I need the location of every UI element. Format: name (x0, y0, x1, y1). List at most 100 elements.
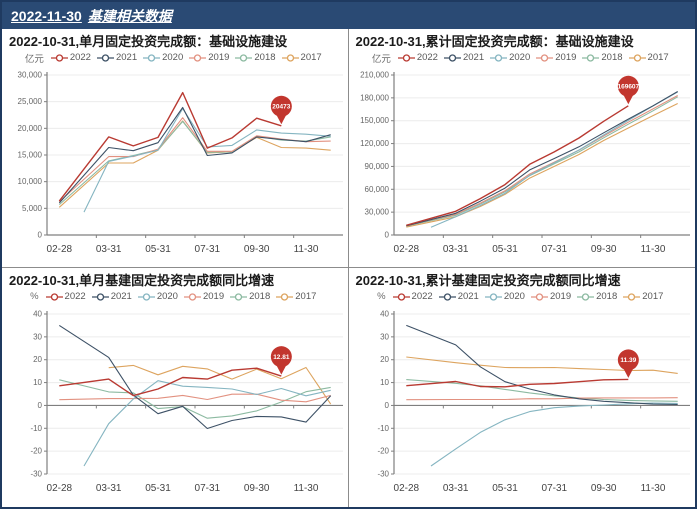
callout-pin-bubble (270, 95, 292, 117)
x-tick-label: 02-28 (393, 244, 419, 255)
y-tick-label: 180,000 (360, 93, 389, 102)
legend-item-label: 2021 (457, 291, 479, 302)
y-tick-label: 60,000 (364, 185, 389, 194)
legend-item-2022: 2022 (397, 52, 438, 63)
report-header: 2022-11-30 基建相关数据 (2, 2, 695, 29)
legend-item-label: 2019 (202, 291, 225, 302)
y-tick-label: 0 (38, 401, 43, 410)
series-line-2017 (405, 103, 678, 228)
chart-panel-monthly-yoy-growth: 2022-10-31,单月基建固定投资完成额同比增速 % 2022 2021 2020… (2, 268, 349, 507)
legend-item-label: 2022 (416, 52, 438, 63)
legend-item-2018: 2018 (577, 291, 617, 302)
legend-item-label: 2022 (411, 291, 433, 302)
legend-item-label: 2018 (249, 291, 271, 302)
legend-marker-icon (490, 53, 508, 62)
callout-pin-bubble (617, 75, 639, 97)
legend-marker-icon (443, 53, 461, 62)
y-tick-label: 0 (38, 231, 43, 240)
chart-panel-monthly-investment: 2022-10-31,单月固定投资完成额：基础设施建设 亿元 2022 2021 20… (2, 29, 349, 268)
series-line-2022 (59, 367, 282, 397)
chart-legend: % 2022 2021 2020 2019 2018 2017 (356, 289, 686, 304)
callout-pin: 11.39 (617, 349, 639, 378)
series-line-2022 (405, 378, 628, 388)
legend-item-2019: 2019 (183, 291, 225, 302)
legend-item-label: 2022 (64, 291, 86, 302)
series-line-2019 (59, 393, 331, 403)
y-tick-label: -20 (377, 447, 389, 456)
x-tick-label: 05-31 (145, 244, 171, 255)
legend-item-label: 2018 (601, 52, 623, 63)
chart-canvas-cumulative-yoy-growth: -30 -20 -10 0 10 20 30 40 02-28 03-31 05-31 07-31 09… (377, 310, 690, 494)
legend-item-label: 2018 (596, 291, 618, 302)
y-tick-label: 30 (380, 332, 389, 341)
legend-item-2020: 2020 (137, 291, 178, 302)
series-line-2020 (430, 402, 678, 467)
legend-marker-icon (45, 292, 63, 301)
legend-item-label: 2018 (254, 52, 276, 63)
chart-canvas-cumulative-investment: 0 30,000 60,000 90,000 120,000 150,000 180,000… (360, 71, 690, 255)
legend-item-2022: 2022 (50, 52, 91, 63)
charts-grid: 2022-10-31,单月固定投资完成额：基础设施建设 亿元 2022 2021 20… (2, 29, 695, 507)
series-line-2019 (405, 397, 678, 401)
legend-marker-icon (189, 53, 207, 62)
legend-item-label: 2020 (509, 52, 531, 63)
callout-pin-bubble (617, 349, 639, 371)
y-tick-label: 150,000 (360, 116, 389, 125)
x-tick-label: 11-30 (640, 483, 665, 494)
legend-marker-icon (276, 292, 294, 301)
series-line-2018 (405, 96, 678, 227)
x-tick-label: 09-30 (590, 483, 616, 494)
chart-title: 2022-10-31,单月固定投资完成额：基础设施建设 (9, 34, 288, 49)
legend-item-label: 2017 (295, 291, 317, 302)
x-tick-label: 05-31 (492, 483, 518, 494)
series-line-2021 (59, 324, 332, 430)
y-tick-label: 120,000 (360, 139, 389, 148)
legend-item-label: 2021 (115, 52, 138, 63)
legend-item-2018: 2018 (235, 52, 276, 63)
y-tick-label: 30 (33, 332, 42, 341)
legend-unit-label: % (377, 291, 386, 302)
report-title-text: 基建相关数据 (87, 9, 172, 25)
legend-item-2021: 2021 (96, 52, 138, 63)
series-line-2021 (405, 324, 678, 406)
chart-title: 2022-10-31,累计固定投资完成额：基础设施建设 (355, 34, 634, 49)
legend-item-label: 2020 (156, 291, 178, 302)
y-tick-label: 10 (380, 378, 389, 387)
x-tick-label: 05-31 (492, 244, 518, 255)
y-tick-label: 0 (384, 231, 389, 240)
series-line-2020 (83, 108, 331, 213)
legend-item-label: 2019 (555, 52, 577, 63)
legend-item-2017: 2017 (281, 52, 322, 63)
y-tick-label: 20 (33, 355, 42, 364)
y-tick-label: 0 (384, 401, 389, 410)
series-line-2020 (430, 91, 678, 228)
x-tick-label: 07-31 (195, 244, 221, 255)
legend-marker-icon (582, 53, 600, 62)
legend-marker-icon (50, 53, 68, 62)
callout-value-label: 12.81 (273, 354, 290, 361)
legend-item-label: 2017 (647, 52, 669, 63)
x-tick-label: 03-31 (96, 244, 122, 255)
callout-pin: 12.81 (270, 346, 292, 375)
callout-value-label: 169607 (617, 83, 639, 90)
y-tick-label: 5,000 (22, 204, 43, 213)
legend-item-label: 2021 (110, 291, 132, 302)
series-line-2020 (83, 380, 331, 467)
x-tick-label: 07-31 (541, 244, 567, 255)
legend-unit-label: 亿元 (24, 53, 44, 65)
x-tick-label: 07-31 (195, 483, 221, 494)
legend-item-2018: 2018 (230, 291, 270, 302)
x-tick-label: 02-28 (47, 244, 73, 255)
x-tick-label: 03-31 (96, 483, 122, 494)
series-line-2019 (405, 95, 678, 227)
legend-marker-icon (392, 292, 410, 301)
legend-item-label: 2019 (208, 52, 230, 63)
legend-unit-label: % (30, 291, 39, 302)
legend-item-2019: 2019 (189, 52, 229, 63)
y-tick-label: 30,000 (18, 71, 43, 80)
x-tick-label: 11-30 (640, 244, 665, 255)
y-tick-label: 210,000 (360, 71, 389, 80)
legend-unit-label: 亿元 (371, 53, 391, 65)
series-line-2021 (58, 106, 331, 204)
